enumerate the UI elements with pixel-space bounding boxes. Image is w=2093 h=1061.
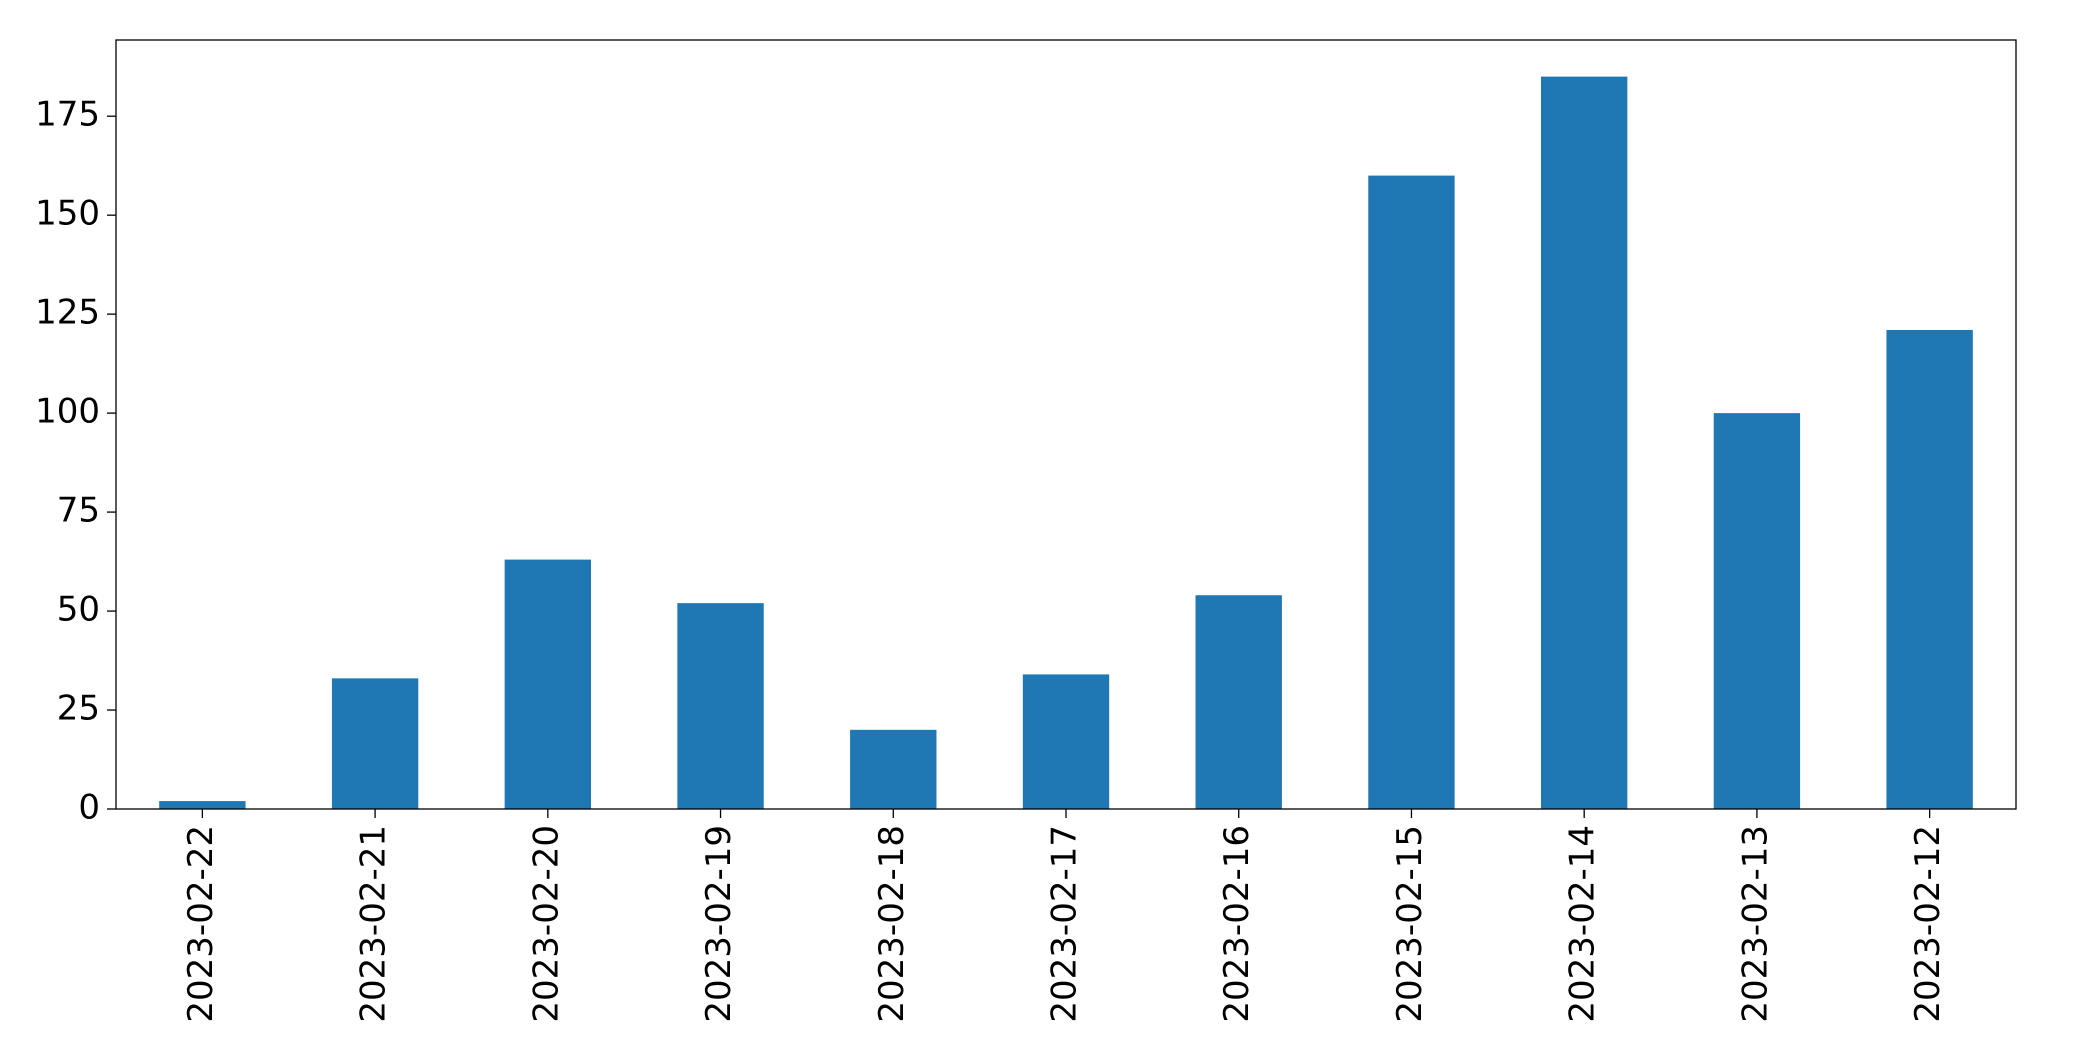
x-tick-label: 2023-02-21 xyxy=(354,825,394,1023)
y-tick-label: 50 xyxy=(57,590,100,630)
bar xyxy=(1886,329,1973,809)
bar xyxy=(1022,674,1110,809)
x-tick-label: 2023-02-18 xyxy=(872,825,912,1023)
bar xyxy=(331,678,419,809)
x-tick-label: 2023-02-16 xyxy=(1217,825,1257,1023)
bar xyxy=(850,729,937,809)
x-tick-label: 2023-02-14 xyxy=(1563,825,1603,1023)
x-tick-label: 2023-02-13 xyxy=(1735,825,1775,1023)
y-tick-label: 0 xyxy=(78,788,100,828)
y-tick-label: 150 xyxy=(35,194,100,234)
bar xyxy=(1541,76,1628,810)
y-tick-label: 100 xyxy=(35,392,100,432)
x-tick-label: 2023-02-20 xyxy=(526,825,566,1023)
x-tick-label: 2023-02-22 xyxy=(181,825,221,1023)
x-tick-label: 2023-02-12 xyxy=(1908,825,1948,1023)
plot-frame xyxy=(115,39,2017,810)
y-tick-label: 25 xyxy=(57,689,100,729)
x-tick-label: 2023-02-17 xyxy=(1045,825,1085,1023)
bar xyxy=(1195,595,1282,809)
bar xyxy=(504,559,591,809)
bar xyxy=(1368,175,1455,809)
bar xyxy=(1713,413,1801,809)
x-tick-label: 2023-02-15 xyxy=(1390,825,1430,1023)
y-tick-label: 125 xyxy=(35,293,100,333)
y-tick-label: 175 xyxy=(35,95,100,135)
bar xyxy=(159,801,246,809)
x-tick-label: 2023-02-19 xyxy=(699,825,739,1023)
y-tick-label: 75 xyxy=(57,491,100,531)
bar xyxy=(677,603,764,809)
